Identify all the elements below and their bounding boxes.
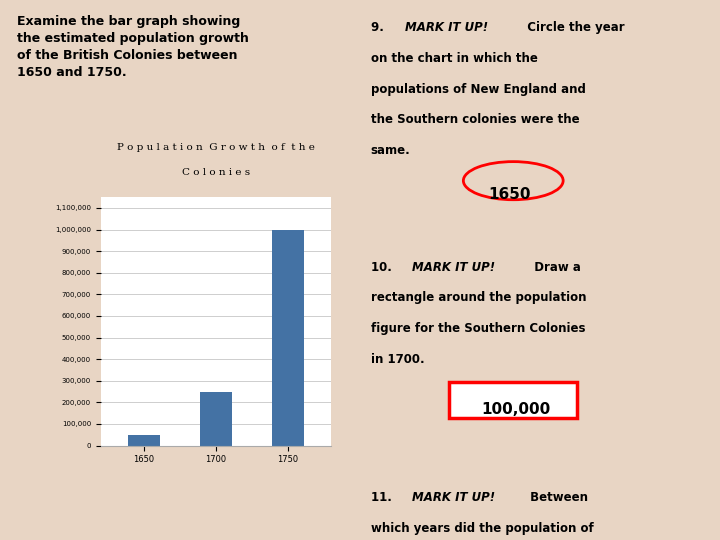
Text: which years did the population of: which years did the population of xyxy=(371,522,593,535)
Text: 11.: 11. xyxy=(371,491,400,504)
Text: 10.: 10. xyxy=(371,261,400,274)
Text: MARK IT UP!: MARK IT UP! xyxy=(412,261,495,274)
Bar xyxy=(200,392,232,446)
Text: Examine the bar graph showing
the estimated population growth
of the British Col: Examine the bar graph showing the estima… xyxy=(17,15,249,79)
Text: the Southern colonies were the: the Southern colonies were the xyxy=(371,113,580,126)
Text: MARK IT UP!: MARK IT UP! xyxy=(412,491,495,504)
Text: MARK IT UP!: MARK IT UP! xyxy=(405,21,487,34)
Text: same.: same. xyxy=(371,144,410,157)
Text: populations of New England and: populations of New England and xyxy=(371,83,585,96)
FancyBboxPatch shape xyxy=(449,382,577,418)
Text: on the chart in which the: on the chart in which the xyxy=(371,52,538,65)
Text: 1650: 1650 xyxy=(488,187,531,202)
Text: Circle the year: Circle the year xyxy=(518,21,624,34)
Text: in 1700.: in 1700. xyxy=(371,353,424,366)
Text: Between: Between xyxy=(526,491,588,504)
Text: figure for the Southern Colonies: figure for the Southern Colonies xyxy=(371,322,585,335)
Text: rectangle around the population: rectangle around the population xyxy=(371,292,586,305)
Text: 9.: 9. xyxy=(371,21,392,34)
Text: Draw a: Draw a xyxy=(526,261,580,274)
Text: C o l o n i e s: C o l o n i e s xyxy=(182,168,250,177)
Bar xyxy=(272,230,305,446)
Text: 100,000: 100,000 xyxy=(481,402,550,417)
Bar xyxy=(128,435,160,446)
Text: P o p u l a t i o n  G r o w t h  o f  t h e: P o p u l a t i o n G r o w t h o f t h … xyxy=(117,144,315,152)
